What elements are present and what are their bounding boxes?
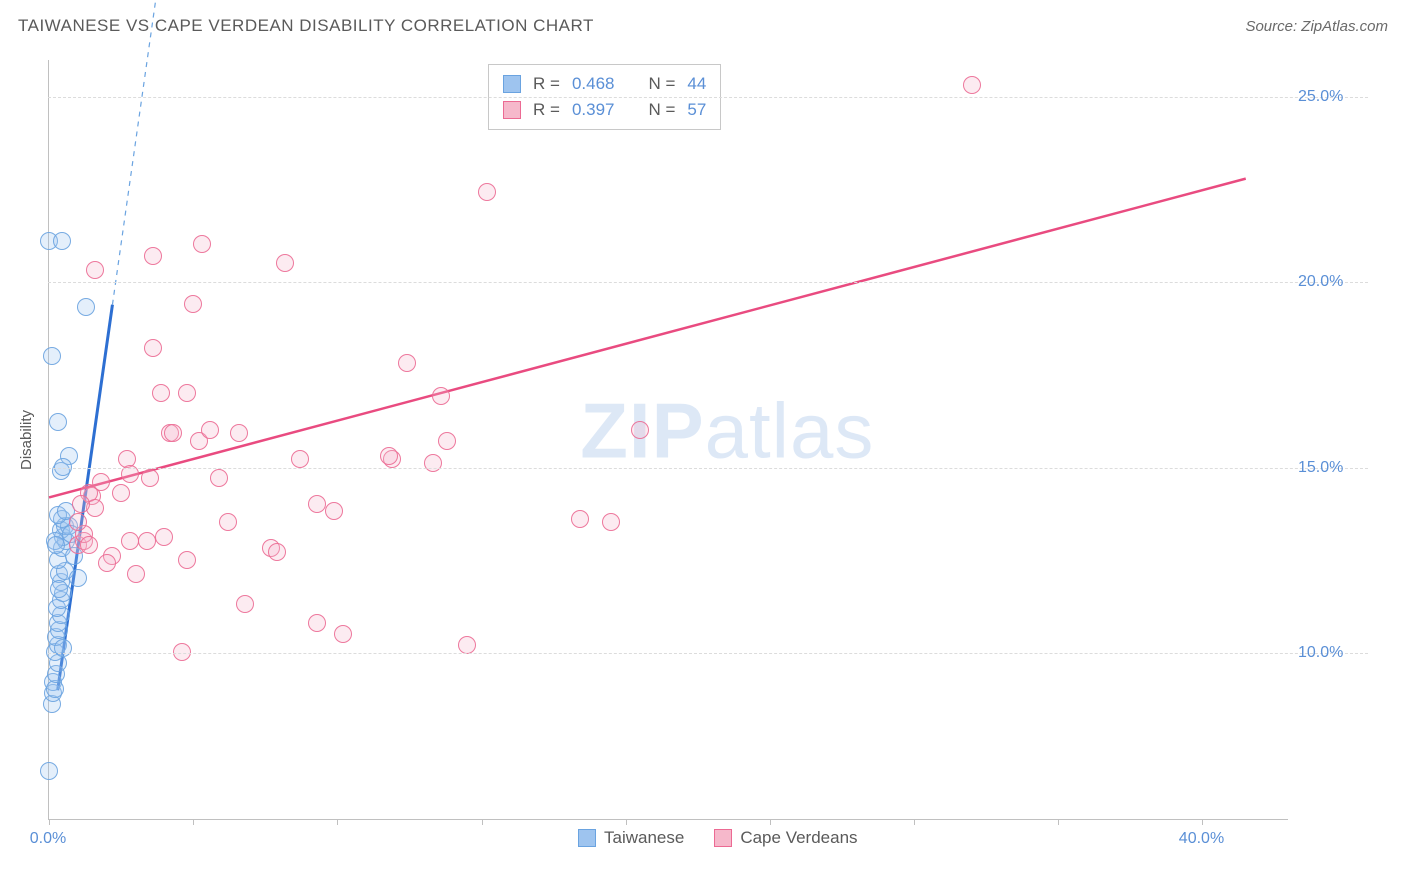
legend-swatch xyxy=(503,101,521,119)
data-point xyxy=(291,450,309,468)
plot-region: ZIPatlas xyxy=(48,60,1288,820)
stat-n-value: 44 xyxy=(687,71,706,97)
data-point xyxy=(86,261,104,279)
x-tick xyxy=(1058,819,1059,825)
gridline xyxy=(48,282,1368,283)
data-point xyxy=(184,295,202,313)
data-point xyxy=(141,469,159,487)
y-tick-label: 10.0% xyxy=(1298,644,1343,662)
x-tick xyxy=(49,819,50,825)
data-point xyxy=(478,183,496,201)
data-point xyxy=(164,424,182,442)
y-tick-label: 15.0% xyxy=(1298,459,1343,477)
data-point xyxy=(69,569,87,587)
data-point xyxy=(155,528,173,546)
series-legend: Taiwanese Cape Verdeans xyxy=(578,828,858,848)
gridline xyxy=(48,653,1368,654)
data-point xyxy=(276,254,294,272)
x-tick xyxy=(1202,819,1203,825)
data-point xyxy=(178,551,196,569)
data-point xyxy=(325,502,343,520)
data-point xyxy=(193,235,211,253)
data-point xyxy=(69,513,87,531)
y-tick-label: 20.0% xyxy=(1298,273,1343,291)
data-point xyxy=(432,387,450,405)
data-point xyxy=(80,536,98,554)
data-point xyxy=(138,532,156,550)
legend-item: Taiwanese xyxy=(578,828,684,848)
legend-item: Cape Verdeans xyxy=(714,828,857,848)
legend-swatch xyxy=(714,829,732,847)
data-point xyxy=(334,625,352,643)
data-point xyxy=(308,614,326,632)
data-point xyxy=(72,495,90,513)
data-point xyxy=(201,421,219,439)
y-tick-label: 25.0% xyxy=(1298,88,1343,106)
data-point xyxy=(112,484,130,502)
data-point xyxy=(268,543,286,561)
trend-line xyxy=(49,179,1246,498)
data-point xyxy=(963,76,981,94)
data-point xyxy=(308,495,326,513)
x-tick xyxy=(482,819,483,825)
stat-r-value: 0.397 xyxy=(572,97,615,123)
stat-n-value: 57 xyxy=(687,97,706,123)
source-label: Source: ZipAtlas.com xyxy=(1245,18,1388,35)
gridline xyxy=(48,468,1368,469)
data-point xyxy=(210,469,228,487)
x-tick xyxy=(770,819,771,825)
data-point xyxy=(438,432,456,450)
data-point xyxy=(631,421,649,439)
stat-r-label: R = xyxy=(533,97,560,123)
data-point xyxy=(47,536,65,554)
data-point xyxy=(219,513,237,531)
x-tick xyxy=(626,819,627,825)
chart-area: Disability ZIPatlas R =0.468N =44R =0.39… xyxy=(48,60,1368,820)
data-point xyxy=(602,513,620,531)
x-tick xyxy=(193,819,194,825)
stats-legend-row: R = 0.397 N = 57 xyxy=(503,97,706,123)
data-point xyxy=(54,639,72,657)
watermark: ZIPatlas xyxy=(580,385,874,476)
data-point xyxy=(50,580,68,598)
stat-n-label: N = xyxy=(648,71,675,97)
stats-legend-row: R = 0.468 N = 44 xyxy=(503,71,706,97)
data-point xyxy=(127,565,145,583)
x-tick xyxy=(914,819,915,825)
chart-header: TAIWANESE VS CAPE VERDEAN DISABILITY COR… xyxy=(18,16,1388,36)
stat-r-label: R = xyxy=(533,71,560,97)
data-point xyxy=(49,413,67,431)
chart-title: TAIWANESE VS CAPE VERDEAN DISABILITY COR… xyxy=(18,16,594,36)
data-point xyxy=(230,424,248,442)
stat-n-label: N = xyxy=(648,97,675,123)
data-point xyxy=(40,762,58,780)
data-point xyxy=(121,532,139,550)
data-point xyxy=(144,247,162,265)
legend-label: Cape Verdeans xyxy=(740,828,857,848)
data-point xyxy=(152,384,170,402)
stat-r-value: 0.468 xyxy=(572,71,615,97)
data-point xyxy=(424,454,442,472)
data-point xyxy=(92,473,110,491)
data-point xyxy=(98,554,116,572)
data-point xyxy=(178,384,196,402)
legend-swatch xyxy=(578,829,596,847)
data-point xyxy=(571,510,589,528)
x-tick-label: 0.0% xyxy=(30,830,66,848)
x-tick xyxy=(337,819,338,825)
data-point xyxy=(380,447,398,465)
data-point xyxy=(77,298,95,316)
data-point xyxy=(236,595,254,613)
data-point xyxy=(144,339,162,357)
data-point xyxy=(53,232,71,250)
data-point xyxy=(458,636,476,654)
data-point xyxy=(398,354,416,372)
legend-swatch xyxy=(503,75,521,93)
data-point xyxy=(43,347,61,365)
gridline xyxy=(48,97,1368,98)
y-axis-label: Disability xyxy=(18,410,35,470)
x-tick-label: 40.0% xyxy=(1179,830,1224,848)
legend-label: Taiwanese xyxy=(604,828,684,848)
